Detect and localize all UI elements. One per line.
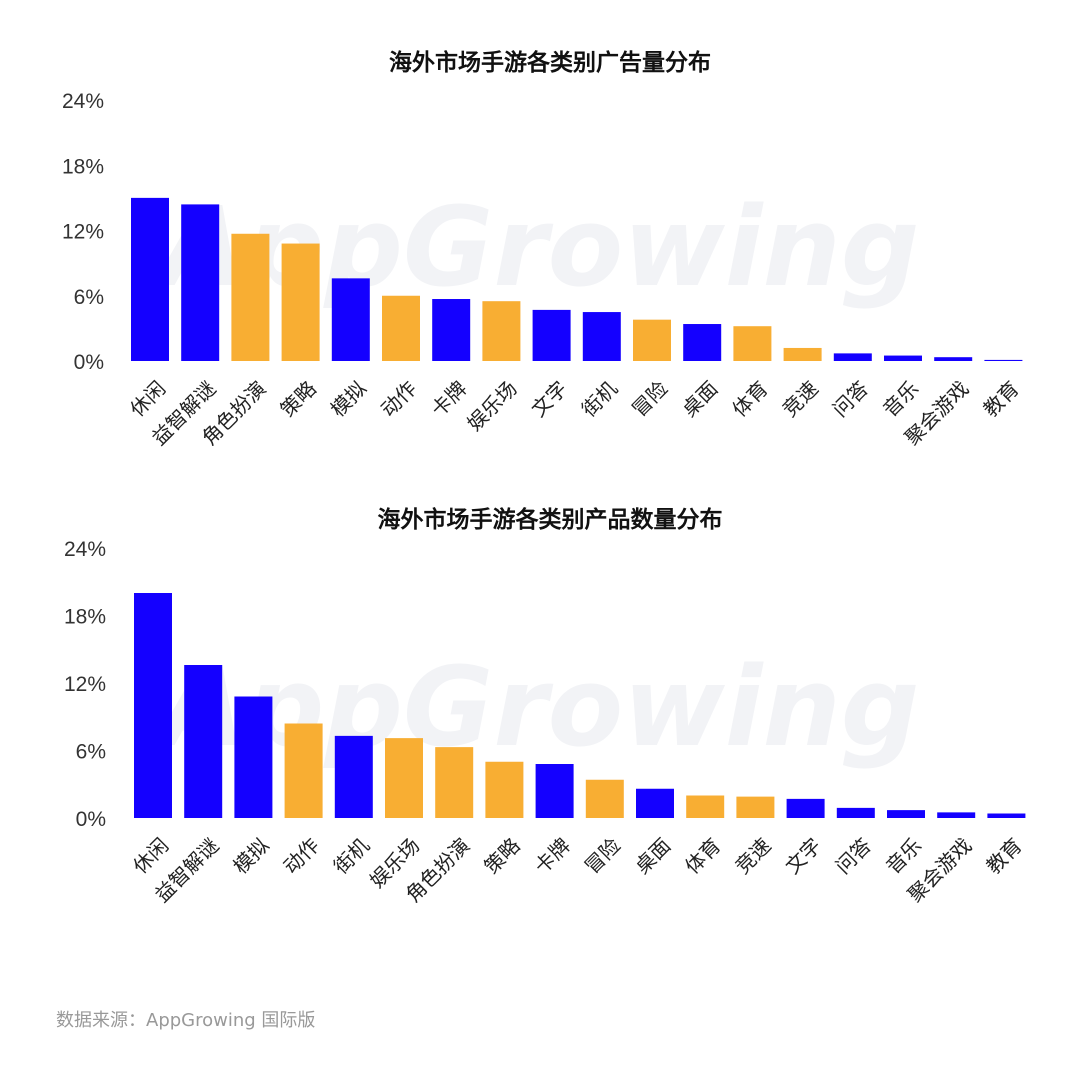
y-tick-label: 24% — [64, 538, 106, 561]
x-category-label: 教育 — [978, 376, 1023, 421]
x-category-label: 动作 — [279, 833, 324, 878]
x-category-label: 动作 — [376, 376, 421, 421]
ad-volume-chart-title: 海外市场手游各类别广告量分布 — [389, 49, 711, 76]
y-tick-label: 18% — [64, 606, 106, 629]
bar — [585, 779, 624, 818]
x-category-label: 卡牌 — [530, 833, 575, 878]
bar — [334, 735, 373, 818]
bar — [783, 347, 822, 361]
x-category-label: 卡牌 — [426, 376, 471, 421]
data-source-note: 数据来源：AppGrowing 国际版 — [56, 1010, 316, 1031]
x-category-label: 竞速 — [778, 376, 823, 421]
x-category-label: 模拟 — [228, 833, 273, 878]
product-count-chart-title: 海外市场手游各类别产品数量分布 — [378, 506, 723, 533]
x-category-label: 体育 — [727, 376, 772, 421]
bar — [833, 353, 872, 361]
bar — [934, 357, 973, 361]
x-category-label: 策略 — [479, 833, 524, 878]
bar — [385, 738, 423, 818]
bar — [535, 764, 574, 818]
bar — [382, 295, 420, 361]
ad-volume-y-axis: 0% 6% 12% 18% 24% — [62, 90, 104, 374]
bar — [884, 355, 922, 361]
bar — [134, 593, 172, 818]
ad-volume-bars — [131, 197, 1023, 361]
product-count-y-axis: 0% 6% 12% 18% 24% — [64, 538, 106, 831]
bar — [582, 312, 621, 361]
bar — [937, 812, 976, 818]
x-category-label: 街机 — [577, 376, 622, 421]
y-tick-label: 6% — [74, 286, 104, 309]
bar — [733, 326, 772, 361]
x-category-label: 娱乐场 — [462, 376, 521, 435]
x-category-label: 体育 — [680, 833, 725, 878]
x-category-label: 音乐 — [881, 833, 926, 878]
x-category-label: 策略 — [276, 376, 321, 421]
y-tick-label: 18% — [62, 155, 104, 178]
bar — [181, 204, 220, 361]
bar — [281, 243, 320, 361]
bar — [131, 197, 169, 361]
x-category-label: 桌面 — [630, 833, 675, 878]
bar — [836, 807, 875, 818]
y-tick-label: 12% — [64, 673, 106, 696]
x-category-label: 教育 — [981, 833, 1026, 878]
x-category-label: 休闲 — [128, 833, 173, 878]
bar — [987, 813, 1026, 818]
bar — [284, 723, 323, 818]
x-category-label: 音乐 — [878, 376, 923, 421]
y-tick-label: 24% — [62, 90, 104, 113]
y-tick-label: 0% — [74, 351, 104, 374]
y-tick-label: 6% — [76, 741, 106, 764]
product-count-bars — [134, 593, 1026, 818]
x-category-label: 休闲 — [125, 376, 170, 421]
bar — [184, 665, 223, 818]
x-category-label: 冒险 — [580, 833, 625, 878]
ad-volume-chart: AppGrowing 海外市场手游各类别广告量分布 0%6%12%18%24% … — [62, 49, 1024, 450]
x-category-label: 模拟 — [326, 376, 371, 421]
bar — [435, 747, 474, 818]
bar — [482, 301, 521, 361]
x-category-label: 文字 — [781, 833, 826, 878]
x-category-label: 冒险 — [627, 376, 672, 421]
x-category-label: 问答 — [828, 376, 873, 421]
y-tick-label: 12% — [62, 221, 104, 244]
product-count-chart: AppGrowing 海外市场手游各类别产品数量分布 0% 6% 12% 18% 24%… — [64, 506, 1027, 907]
bar — [736, 796, 775, 818]
bar — [432, 299, 471, 361]
bar — [231, 233, 270, 361]
watermark-top: AppGrowing — [152, 183, 919, 311]
bar — [786, 798, 825, 818]
bar — [887, 810, 925, 818]
bar — [532, 309, 571, 361]
x-category-label: 问答 — [831, 833, 876, 878]
x-category-label: 街机 — [329, 833, 374, 878]
bar — [331, 278, 370, 361]
bar — [686, 795, 725, 818]
x-category-label: 文字 — [527, 376, 572, 421]
watermark-bottom: AppGrowing — [152, 643, 919, 771]
bar — [984, 359, 1023, 361]
bar — [485, 761, 524, 818]
bar — [234, 696, 273, 818]
bar — [633, 319, 671, 361]
x-category-label: 桌面 — [677, 376, 722, 421]
bar — [636, 788, 674, 818]
bar — [683, 324, 722, 361]
x-category-label: 竞速 — [730, 833, 775, 878]
y-tick-label: 0% — [76, 808, 106, 831]
